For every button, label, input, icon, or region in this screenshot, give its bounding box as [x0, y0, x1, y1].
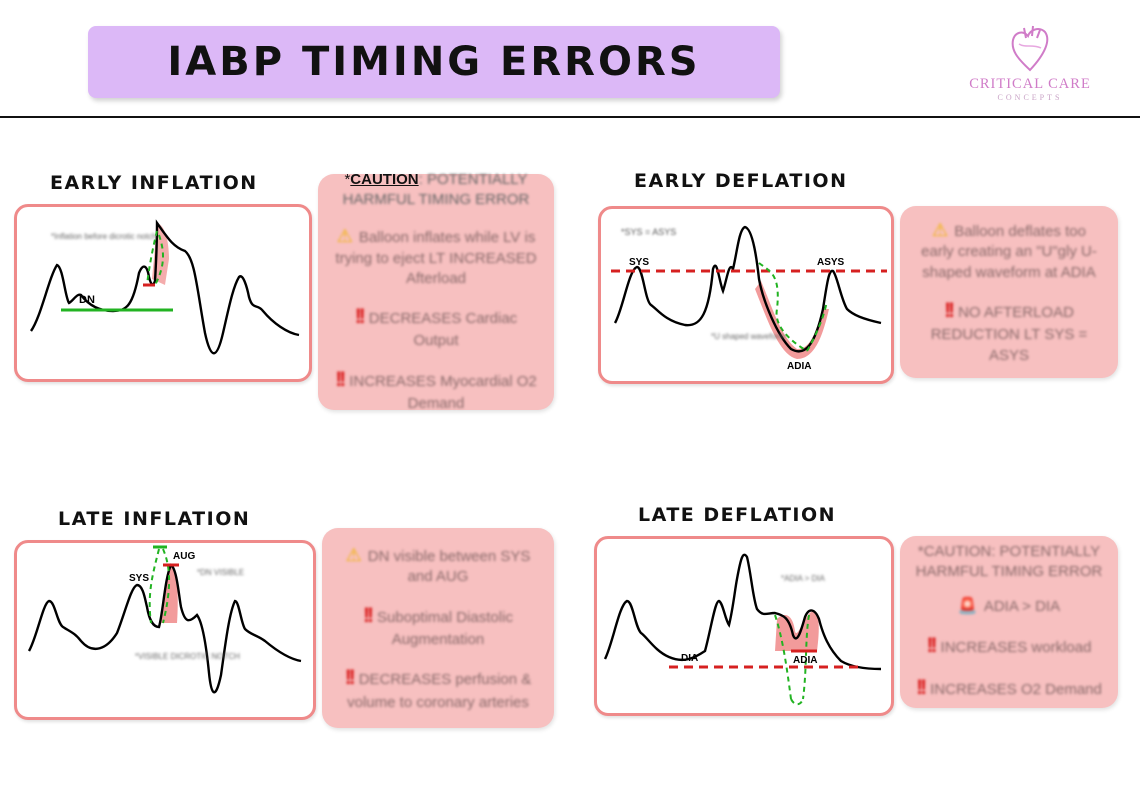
dia-label: DIA [681, 653, 698, 664]
early-inflation-waveform: DN *Inflation before dicrotic notch [29, 219, 300, 355]
page-title: IABP TIMING ERRORS [167, 39, 701, 85]
double-exclamation-icon: !! [363, 603, 374, 627]
early-deflation-title: EARLY DEFLATION [634, 170, 848, 192]
late-deflation-note-3: !! INCREASES O2 Demand [916, 676, 1102, 700]
brand-logo: CRITICAL CARE CONCEPTS [960, 22, 1100, 112]
adia-greater-dia-note: *ADIA > DIA [781, 574, 825, 583]
early-deflation-waveform: SYS ASYS ADIA *SYS = ASYS *U shaped wave… [611, 225, 887, 372]
late-inflation-title: LATE INFLATION [58, 508, 251, 530]
early-inflation-notes: *CAUTION: POTENTIALLY HARMFUL TIMING ERR… [318, 171, 554, 412]
late-inflation-waveform-panel: SYS AUG *DN VISIBLE *VISIBLE DICROTIC NO… [14, 540, 316, 720]
double-exclamation-icon: !! [344, 666, 356, 690]
late-deflation-title: LATE DEFLATION [638, 504, 837, 526]
early-deflation-blurred-note: *U shaped waveform [711, 332, 786, 341]
sys-label: SYS [129, 573, 149, 584]
late-deflation-waveform: DIA ADIA *ADIA > DIA [603, 553, 882, 706]
early-inflation-waveform-panel: DN *Inflation before dicrotic notch [14, 204, 312, 382]
siren-icon: 🚨 [957, 598, 978, 616]
late-deflation-caution: *CAUTION: POTENTIALLY HARMFUL TIMING ERR… [915, 542, 1103, 580]
early-inflation-note-1: ⚠ Balloon inflates while LV is trying to … [335, 226, 537, 287]
logo-name: CRITICAL CARE [969, 76, 1091, 92]
early-inflation-caution: *CAUTION: POTENTIALLY HARMFUL TIMING ERR… [342, 170, 530, 209]
dn-label: DN [79, 294, 95, 306]
warning-icon: ⚠ [345, 545, 362, 566]
warning-icon: ⚠ [336, 226, 353, 247]
early-deflation-waveform-panel: SYS ASYS ADIA *SYS = ASYS *U shaped wave… [598, 206, 894, 384]
late-deflation-notes: *CAUTION: POTENTIALLY HARMFUL TIMING ERR… [900, 536, 1118, 708]
late-inflation-waveform: SYS AUG *DN VISIBLE *VISIBLE DICROTIC NO… [27, 545, 302, 694]
double-exclamation-icon: !! [335, 367, 346, 391]
aug-label: AUG [173, 551, 195, 562]
double-exclamation-icon: !! [926, 633, 938, 657]
header-divider [0, 116, 1140, 118]
late-inflation-blurred-note: *DN VISIBLE [197, 568, 244, 577]
late-inflation-note-1: ⚠ DN visible between SYS and AUG [345, 545, 531, 586]
late-deflation-note-1: 🚨 ADIA > DIA [957, 598, 1061, 616]
double-exclamation-icon: !! [944, 298, 955, 322]
caution-label: CAUTION [350, 170, 419, 188]
early-inflation-note-2: !! DECREASES Cardiac Output [354, 305, 518, 350]
early-deflation-note-2: !! NO AFTERLOAD REDUCTION LT SYS = ASYS [930, 298, 1088, 364]
early-deflation-notes: ⚠ Balloon deflates too early creating an … [900, 206, 1118, 378]
early-inflation-blurred-note: *Inflation before dicrotic notch [51, 232, 156, 241]
sys-label: SYS [629, 257, 649, 268]
late-inflation-blurred-note-2: *VISIBLE DICROTIC NOTCH [135, 652, 240, 661]
early-inflation-note-3: !! INCREASES Myocardial O2 Demand [335, 367, 537, 412]
late-inflation-note-2: !! Suboptimal Diastolic Augmentation [363, 603, 513, 649]
sys-equals-asys-note: *SYS = ASYS [621, 227, 676, 237]
late-deflation-waveform-panel: DIA ADIA *ADIA > DIA [594, 536, 894, 716]
late-inflation-note-3: !! DECREASES perfusion & volume to corona… [344, 666, 532, 711]
late-inflation-notes: ⚠ DN visible between SYS and AUG !! Subopt… [322, 528, 554, 728]
asys-label: ASYS [817, 257, 845, 268]
double-exclamation-icon: !! [354, 305, 366, 329]
adia-label: ADIA [793, 655, 817, 666]
logo-subtitle: CONCEPTS [997, 93, 1063, 102]
early-inflation-title: EARLY INFLATION [50, 172, 258, 194]
double-exclamation-icon: !! [916, 676, 927, 700]
late-deflation-note-2: !! INCREASES workload [926, 633, 1092, 657]
early-deflation-note-1: ⚠ Balloon deflates too early creating an … [921, 220, 1097, 281]
adia-label: ADIA [787, 361, 811, 372]
heart-logo-icon [1011, 25, 1049, 72]
title-banner: IABP TIMING ERRORS [88, 26, 780, 98]
warning-icon: ⚠ [932, 220, 949, 241]
